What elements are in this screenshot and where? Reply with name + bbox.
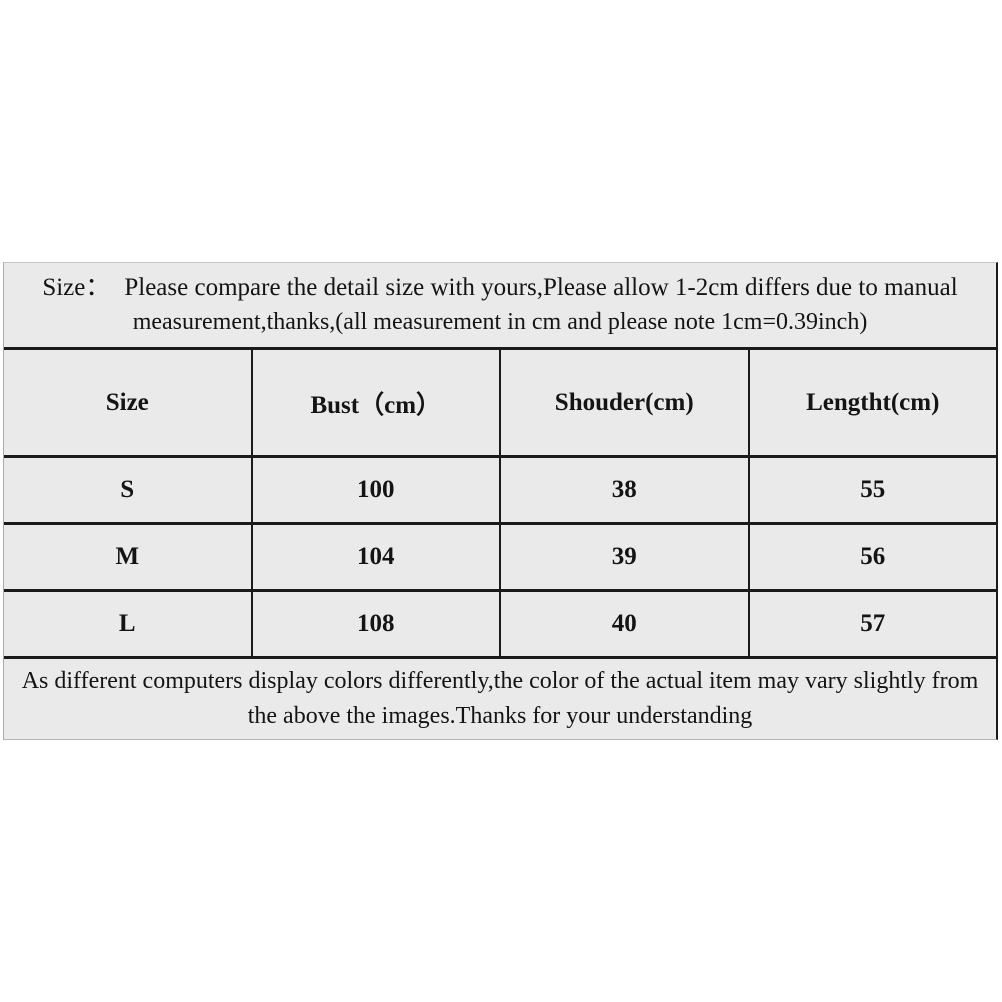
measurement-note: Size： Please compare the detail size with… <box>4 263 996 347</box>
cell-bust-l: 108 <box>250 592 500 656</box>
cell-shoulder-l: 40 <box>499 592 748 656</box>
color-disclaimer-line-1: As different computers display colors di… <box>21 668 979 694</box>
cell-shoulder-m: 39 <box>499 525 748 589</box>
cell-bust-s: 100 <box>250 458 500 522</box>
size-chart: Size： Please compare the detail size with… <box>3 262 998 740</box>
table-row: L 108 40 57 <box>4 589 996 656</box>
cell-size-s: S <box>120 476 135 503</box>
table-header-row: Size Bust（cm） Shouder(cm) Lengtht(cm) <box>4 347 996 455</box>
color-disclaimer-line-2: the above the images.Thanks for your und… <box>247 703 753 729</box>
cell-length-s: 55 <box>747 458 997 522</box>
cell-length-l: 57 <box>747 592 997 656</box>
table-row: S 100 38 55 <box>4 455 996 522</box>
cell-length-m: 56 <box>747 525 997 589</box>
measurement-note-line-1: Size： Please compare the detail size with… <box>42 270 957 305</box>
measurement-note-line-2: measurement,thanks,(all measurement in c… <box>132 309 868 335</box>
measurement-note-text: Please compare the detail size with your… <box>124 274 958 301</box>
header-cell-bust: Bust（cm） <box>250 350 500 455</box>
size-note-label: Size： <box>42 274 111 301</box>
cell-bust-m: 104 <box>250 525 500 589</box>
header-cell-shoulder: Shouder(cm) <box>499 350 748 455</box>
color-disclaimer-note: As different computers display colors di… <box>4 656 996 739</box>
cell-size-l: L <box>118 610 136 637</box>
table-row: M 104 39 56 <box>4 522 996 589</box>
cell-size-m: M <box>115 543 140 570</box>
header-cell-length: Lengtht(cm) <box>747 350 997 455</box>
cell-shoulder-s: 38 <box>499 458 748 522</box>
header-cell-size: Size <box>105 388 149 416</box>
